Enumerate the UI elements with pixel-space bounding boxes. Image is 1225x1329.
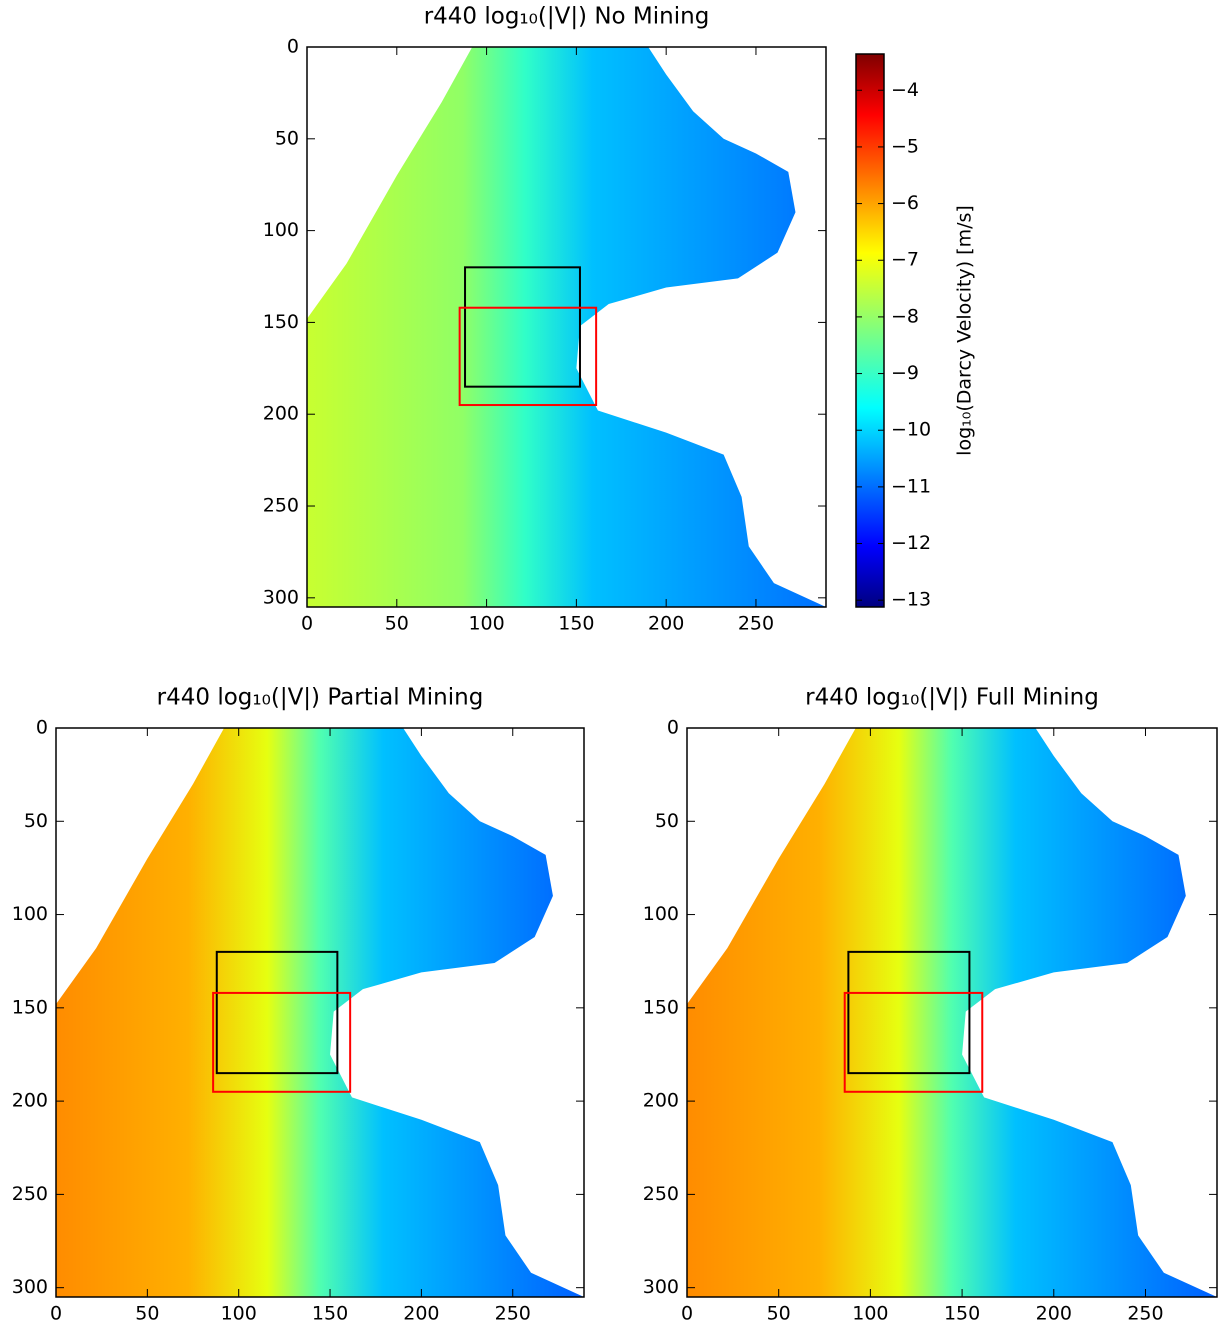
y-tick-label: 150 bbox=[643, 996, 679, 1018]
region-box bbox=[212, 991, 352, 1093]
x-tick-label: 250 bbox=[1127, 1303, 1163, 1325]
y-tick-label: 250 bbox=[643, 1183, 679, 1205]
x-tick-label: 200 bbox=[648, 613, 684, 635]
x-tick-label: 50 bbox=[135, 1303, 159, 1325]
y-tick-label: 150 bbox=[12, 996, 48, 1018]
x-tick-label: 150 bbox=[312, 1303, 348, 1325]
colorbar-tick-label: −7 bbox=[891, 249, 919, 271]
y-tick-label: 150 bbox=[263, 311, 299, 333]
region-box bbox=[847, 950, 971, 1075]
y-tick-label: 300 bbox=[643, 1276, 679, 1298]
x-tick-label: 50 bbox=[767, 1303, 791, 1325]
x-tick-label: 250 bbox=[738, 613, 774, 635]
y-tick-label: 200 bbox=[12, 1090, 48, 1112]
y-tick-label: 200 bbox=[643, 1090, 679, 1112]
y-tick-label: 200 bbox=[263, 403, 299, 425]
y-tick-label: 50 bbox=[24, 810, 48, 832]
x-tick-label: 100 bbox=[221, 1303, 257, 1325]
x-tick-label: 150 bbox=[944, 1303, 980, 1325]
region-box bbox=[843, 991, 984, 1093]
colorbar-tick-label: −9 bbox=[891, 362, 919, 384]
colorbar-tick-label: −12 bbox=[891, 532, 931, 554]
axes-frame bbox=[55, 727, 585, 1298]
y-tick-label: 0 bbox=[36, 717, 48, 739]
field-image bbox=[687, 728, 1217, 1297]
y-tick-label: 0 bbox=[287, 36, 299, 58]
y-tick-label: 250 bbox=[12, 1183, 48, 1205]
colorbar-label: log₁₀(Darcy Velocity) [m/s] bbox=[954, 205, 976, 456]
y-tick-label: 100 bbox=[263, 219, 299, 241]
colorbar-tick-label: −10 bbox=[891, 419, 931, 441]
axes-frame bbox=[306, 46, 827, 608]
colorbar-tick-label: −6 bbox=[891, 192, 919, 214]
field-image bbox=[307, 47, 826, 607]
x-tick-label: 200 bbox=[403, 1303, 439, 1325]
x-tick-label: 100 bbox=[852, 1303, 888, 1325]
colorbar-tick-label: −4 bbox=[891, 79, 919, 101]
colorbar-tick-label: −8 bbox=[891, 305, 919, 327]
x-tick-label: 200 bbox=[1036, 1303, 1072, 1325]
colorbar bbox=[855, 53, 885, 608]
field-image bbox=[56, 728, 584, 1297]
panel-title: r440 log₁₀(|V|) No Mining bbox=[424, 4, 710, 30]
x-tick-label: 150 bbox=[558, 613, 594, 635]
x-tick-label: 0 bbox=[50, 1303, 62, 1325]
region-box bbox=[464, 266, 581, 388]
y-tick-label: 250 bbox=[263, 495, 299, 517]
x-tick-label: 0 bbox=[301, 613, 313, 635]
colorbar-tick-label: −13 bbox=[891, 589, 931, 611]
panel-title: r440 log₁₀(|V|) Partial Mining bbox=[157, 685, 484, 711]
x-tick-label: 250 bbox=[495, 1303, 531, 1325]
y-tick-label: 100 bbox=[643, 903, 679, 925]
y-tick-label: 50 bbox=[655, 810, 679, 832]
colorbar-tick-label: −11 bbox=[891, 475, 931, 497]
panel-title: r440 log₁₀(|V|) Full Mining bbox=[805, 685, 1099, 711]
x-tick-label: 50 bbox=[385, 613, 409, 635]
y-tick-label: 300 bbox=[12, 1276, 48, 1298]
region-box bbox=[215, 950, 339, 1075]
x-tick-label: 100 bbox=[468, 613, 504, 635]
axes-frame bbox=[686, 727, 1218, 1298]
y-tick-label: 50 bbox=[275, 127, 299, 149]
y-tick-label: 0 bbox=[667, 717, 679, 739]
region-box bbox=[458, 306, 598, 407]
y-tick-label: 300 bbox=[263, 586, 299, 608]
y-tick-label: 100 bbox=[12, 903, 48, 925]
colorbar-tick-label: −5 bbox=[891, 135, 919, 157]
x-tick-label: 0 bbox=[681, 1303, 693, 1325]
